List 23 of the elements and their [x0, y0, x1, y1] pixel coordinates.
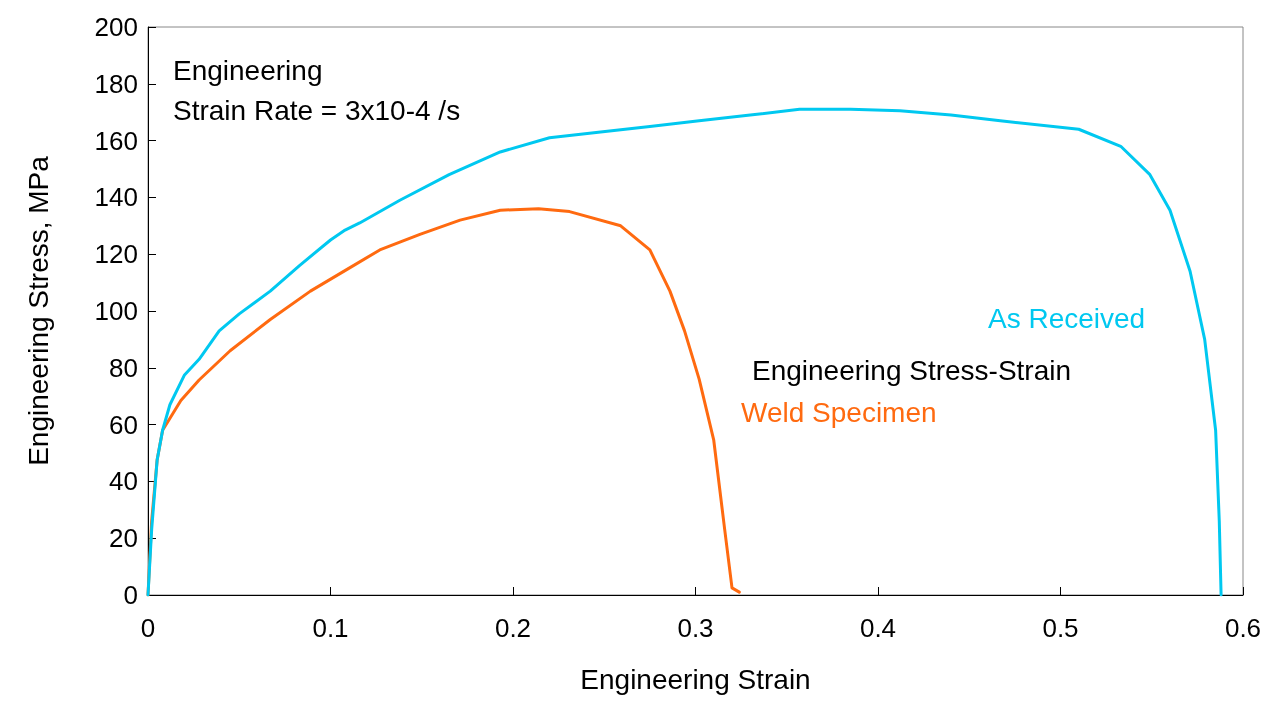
x-tick-label: 0.4: [859, 613, 897, 643]
y-tick-label: 180: [94, 68, 138, 99]
y-tick-label: 20: [109, 523, 138, 554]
series-label: Weld Specimen: [741, 396, 937, 428]
x-tick-label: 0.6: [1224, 613, 1262, 643]
y-tick-label: 60: [109, 409, 138, 440]
x-axis-title: Engineering Strain: [580, 663, 811, 695]
y-tick-label: 160: [94, 125, 138, 156]
y-tick-label: 120: [94, 239, 138, 270]
y-tick-label: 40: [109, 466, 138, 497]
series-label: As Received: [988, 302, 1146, 334]
y-tick-label: 200: [94, 12, 138, 42]
x-tick-label: 0.5: [1042, 613, 1079, 643]
y-tick-label: 80: [109, 352, 138, 383]
x-tick-label: 0.1: [312, 613, 349, 643]
x-tick-label: 0.2: [494, 613, 532, 643]
y-axis-title: Engineering Stress, MPa: [22, 155, 54, 466]
annotation: Engineering Strain Rate = 3x10-4 /s: [173, 54, 461, 126]
y-tick-label: 0: [123, 580, 138, 610]
annotation: Engineering Stress-Strain: [752, 354, 1072, 386]
y-tick-label: 140: [94, 182, 138, 213]
x-tick-label: 0.3: [677, 613, 714, 643]
y-tick-label: 100: [94, 296, 138, 326]
